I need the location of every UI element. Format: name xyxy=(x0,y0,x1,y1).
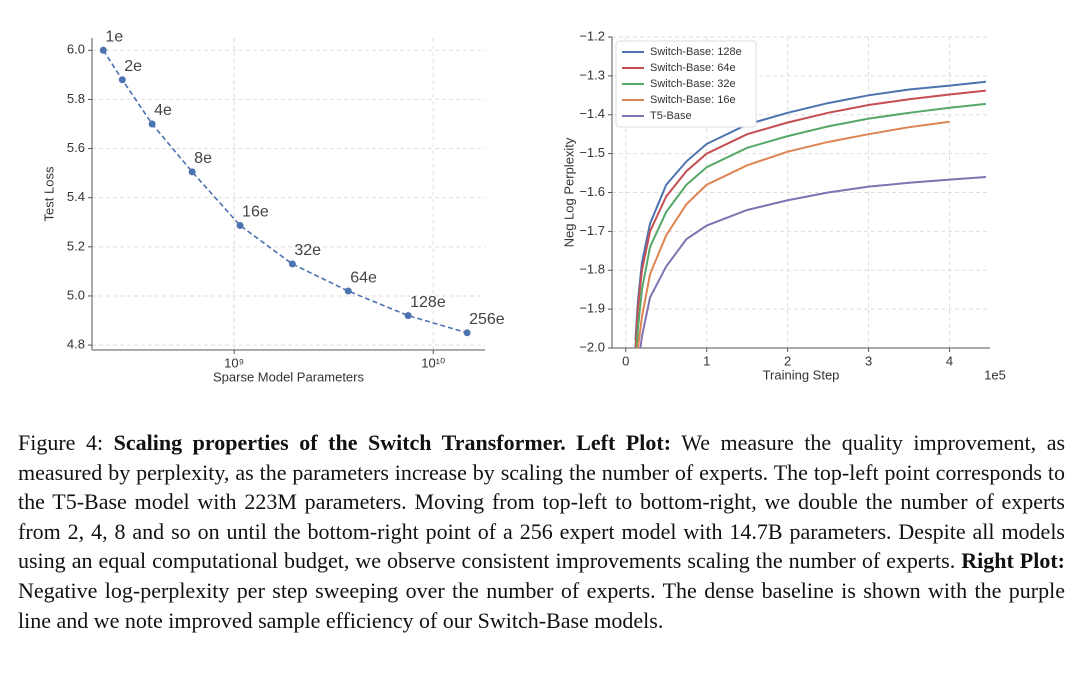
y-tick-label: −1.4 xyxy=(579,106,605,121)
y-tick-label: 6.0 xyxy=(67,42,85,57)
x-axis-title: Sparse Model Parameters xyxy=(213,369,365,384)
series-line xyxy=(636,120,950,348)
legend-label: Switch-Base: 64e xyxy=(650,62,736,74)
x-tick-label: 10⁹ xyxy=(224,355,244,370)
y-axis-title: Neg Log Perplexity xyxy=(561,137,576,247)
data-point xyxy=(344,287,352,295)
x-tick-label: 2 xyxy=(784,353,791,368)
y-tick-label: −1.6 xyxy=(579,184,605,199)
y-tick-label: 5.8 xyxy=(67,91,85,106)
plot-area xyxy=(634,80,987,348)
y-tick-label: 5.4 xyxy=(67,189,85,204)
data-point xyxy=(236,221,244,229)
point-label: 16e xyxy=(242,204,269,221)
x-tick-label: 3 xyxy=(865,353,872,368)
legend-label: Switch-Base: 16e xyxy=(650,94,736,106)
y-tick-label: −1.5 xyxy=(579,145,605,160)
y-tick-label: −1.2 xyxy=(579,28,605,43)
data-point xyxy=(188,168,196,176)
x-tick-label: 4 xyxy=(946,353,953,368)
left-text: We measure the quality improvement, as m… xyxy=(18,430,1066,574)
x-tick-label: 0 xyxy=(622,353,629,368)
x-offset-label: 1e5 xyxy=(984,367,1006,382)
x-tick-label: 10¹⁰ xyxy=(421,355,445,370)
point-label: 8e xyxy=(194,150,212,167)
point-label: 32e xyxy=(294,242,321,259)
y-tick-label: 5.2 xyxy=(67,238,85,253)
y-axis-title: Test Loss xyxy=(41,166,56,221)
series-line xyxy=(639,175,987,348)
data-point xyxy=(99,46,107,54)
legend-box xyxy=(615,40,757,128)
point-label: 64e xyxy=(350,269,377,286)
data-point xyxy=(404,312,412,320)
data-point xyxy=(288,260,296,268)
point-label: 2e xyxy=(124,58,142,75)
right-text: Negative log-perplexity per step sweepin… xyxy=(18,577,1065,633)
y-tick-label: 5.0 xyxy=(67,287,85,302)
x-axis-title: Training Step xyxy=(763,367,840,382)
caption-label: Figure 4: xyxy=(18,430,104,455)
series-line xyxy=(634,80,987,341)
data-point xyxy=(118,76,126,84)
series-line xyxy=(635,102,987,348)
point-label: 128e xyxy=(410,294,446,311)
series-line xyxy=(634,89,987,348)
legend-label: Switch-Base: 128e xyxy=(650,46,742,58)
y-tick-label: −1.7 xyxy=(579,223,605,238)
legend-label: Switch-Base: 32e xyxy=(650,78,736,90)
y-tick-label: 4.8 xyxy=(67,337,85,352)
data-point xyxy=(148,120,156,128)
caption-title: Scaling properties of the Switch Transfo… xyxy=(113,430,566,455)
y-tick-label: 5.6 xyxy=(67,140,85,155)
caption: Figure 4: Scaling properties of the Swit… xyxy=(18,428,1065,635)
right-label: Right Plot: xyxy=(961,548,1065,574)
legend-label: T5-Base xyxy=(650,110,692,122)
left-label: Left Plot: xyxy=(576,430,672,455)
y-tick-label: −1.3 xyxy=(579,67,605,82)
plot-area xyxy=(102,49,468,334)
y-tick-label: −1.9 xyxy=(579,301,605,316)
x-tick-label: 1 xyxy=(703,353,710,368)
series-line xyxy=(102,49,468,334)
y-tick-label: −2.0 xyxy=(579,339,605,354)
figure: 4.8 5.0 5.2 5.4 5.6 5.8 6.0 10⁹ 10¹⁰ Sparse Model… xyxy=(41,28,1006,384)
point-label: 1e xyxy=(105,29,123,46)
y-tick-label: −1.8 xyxy=(579,262,605,277)
point-label: 4e xyxy=(154,102,172,119)
data-point xyxy=(463,329,471,337)
point-label: 256e xyxy=(469,311,505,328)
